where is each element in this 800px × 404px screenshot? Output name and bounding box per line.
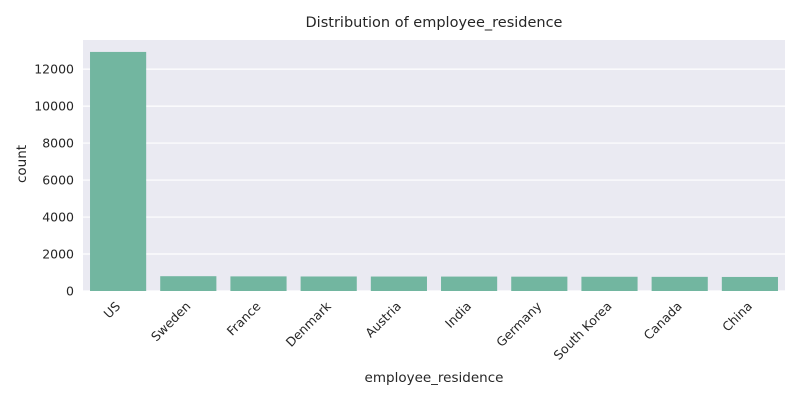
grid-lines (83, 68, 785, 292)
y-axis-label: count (14, 145, 30, 183)
y-tick-label: 8000 (42, 136, 74, 151)
x-tick-label: Germany (493, 298, 545, 350)
x-tick-label: Canada (641, 299, 685, 343)
y-tick-label: 12000 (34, 62, 74, 77)
bar-sweden (160, 276, 217, 291)
bar-india (441, 276, 498, 291)
bar-france (230, 276, 287, 291)
bar-germany (511, 276, 568, 291)
bar-austria (370, 276, 427, 291)
x-tick-label: South Korea (550, 299, 614, 363)
x-axis-ticks: US Sweden France Denmark Austria India Germany… (101, 298, 755, 363)
x-tick-label: China (719, 299, 755, 335)
x-axis-label: employee_residence (365, 370, 504, 386)
y-axis-ticks: 0 2000 4000 6000 8000 10000 12000 (34, 62, 74, 299)
bar-china (721, 276, 778, 291)
x-tick-label: Denmark (283, 298, 335, 350)
x-tick-label: India (442, 299, 474, 331)
x-tick-label: Sweden (148, 299, 194, 345)
bar-canada (651, 276, 708, 291)
y-tick-label: 6000 (42, 173, 74, 188)
plot-background (83, 40, 785, 291)
bars (90, 51, 778, 292)
chart-title: Distribution of employee_residence (306, 15, 563, 31)
y-tick-label: 2000 (42, 247, 74, 262)
bar-denmark (300, 276, 357, 291)
y-tick-label: 4000 (42, 210, 74, 225)
bar-us (90, 51, 147, 292)
x-tick-label: Austria (362, 299, 404, 341)
y-tick-label: 10000 (34, 99, 74, 114)
y-tick-label: 0 (66, 284, 74, 299)
bar-south-korea (581, 276, 638, 291)
x-tick-label: US (101, 298, 124, 321)
x-tick-label: France (224, 298, 264, 338)
